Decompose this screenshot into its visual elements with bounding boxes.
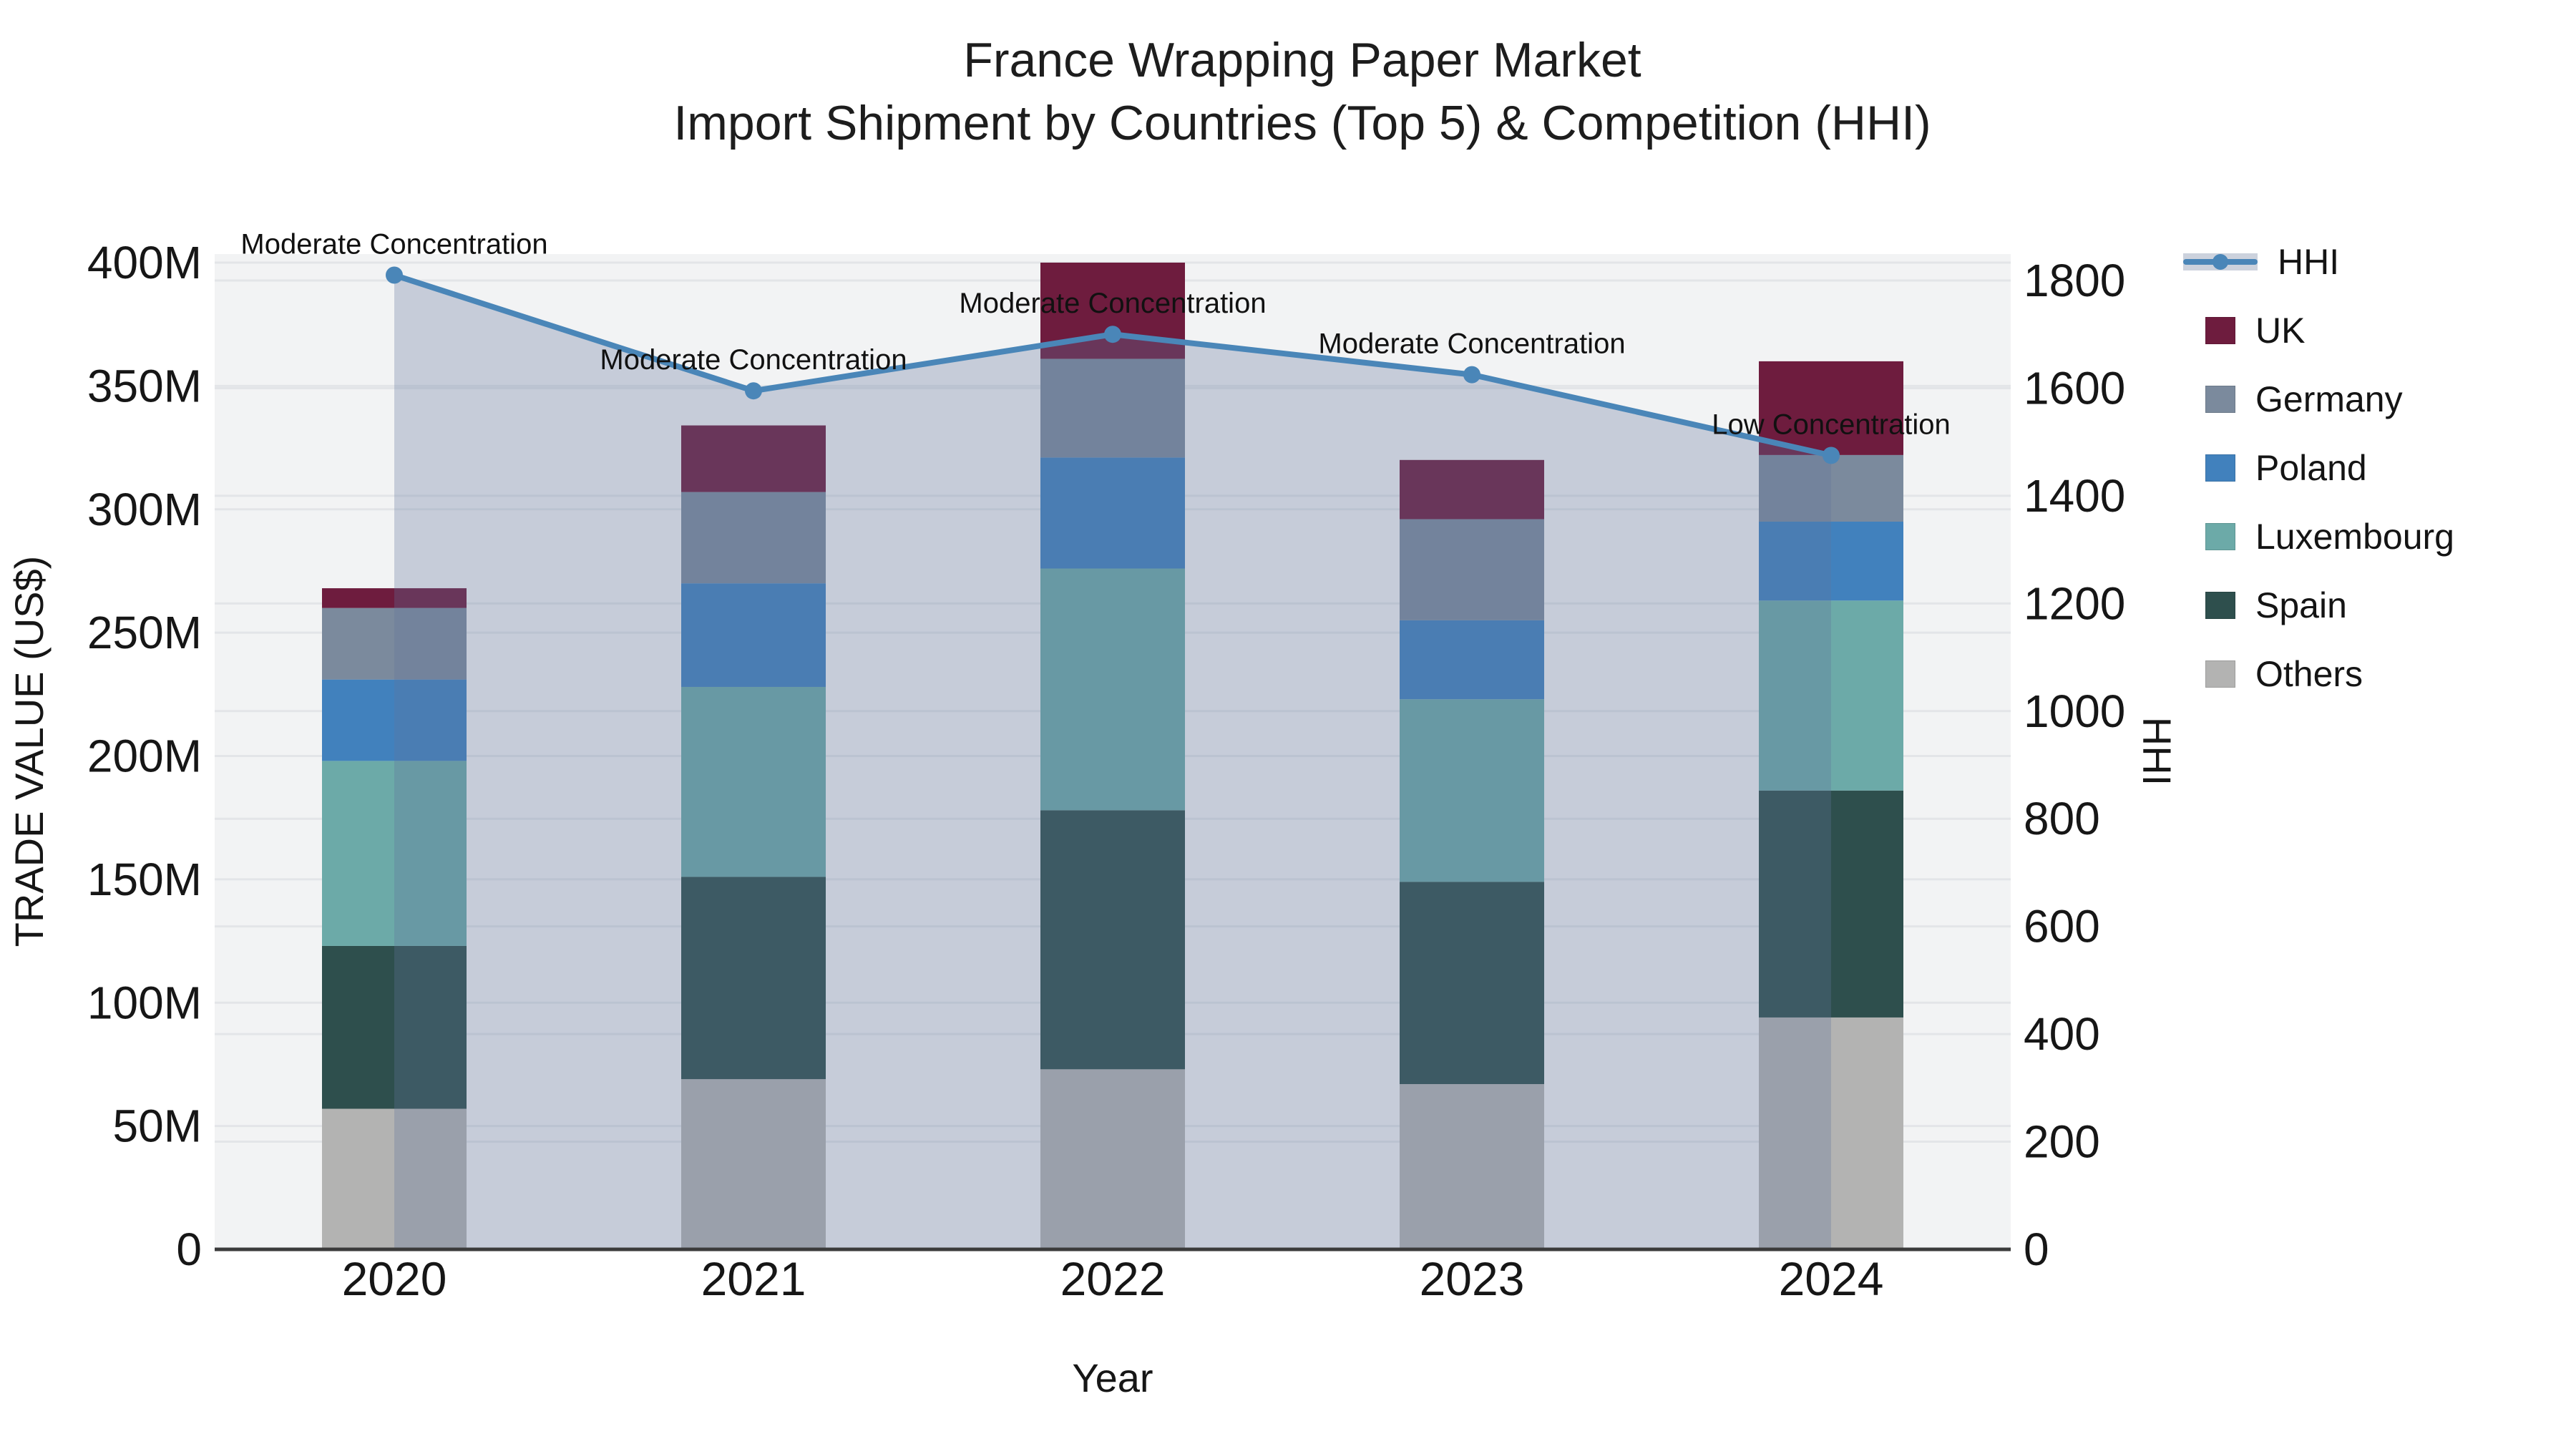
y-left-tick-0: 0: [176, 1224, 202, 1275]
bar-segment-germany-2022: [1040, 358, 1185, 458]
bar-segment-germany-2021: [681, 492, 826, 584]
legend-item-spain[interactable]: Spain: [2205, 571, 2454, 640]
bar-segment-poland-2021: [681, 583, 826, 687]
annotation-2020: Moderate Concentration: [240, 228, 547, 260]
chart-subtitle: Import Shipment by Countries (Top 5) & C…: [673, 96, 1931, 150]
hhi-marker-2020: [386, 266, 403, 284]
legend-label: Others: [2255, 654, 2363, 694]
y-left-tick-300M: 300M: [87, 484, 202, 535]
bar-segment-uk-2024: [1759, 361, 1903, 455]
bar-segment-spain-2022: [1040, 810, 1185, 1070]
y-left-tick-50M: 50M: [113, 1101, 203, 1152]
bar-segment-spain-2024: [1759, 790, 1903, 1018]
bar-segment-spain-2023: [1400, 882, 1544, 1085]
hhi-marker-2022: [1104, 326, 1121, 343]
legend-swatch-icon: [2205, 592, 2235, 619]
y-left-tick-400M: 400M: [87, 237, 202, 288]
y-right-tick-400: 400: [2024, 1008, 2100, 1060]
y-right-tick-800: 800: [2024, 793, 2100, 844]
bar-segment-others-2023: [1400, 1084, 1544, 1249]
y-left-tick-100M: 100M: [87, 977, 202, 1028]
legend-swatch-icon: [2205, 454, 2235, 482]
x-tick-2022: 2022: [1060, 1252, 1166, 1305]
chart-legend: HHI UK Germany Poland Luxembourg Spain Others: [2183, 228, 2454, 708]
bar-segment-spain-2021: [681, 877, 826, 1080]
bar-segment-luxembourg-2022: [1040, 568, 1185, 811]
bar-segment-uk-2020: [322, 588, 467, 608]
y-right-tick-600: 600: [2024, 901, 2100, 952]
legend-item-others[interactable]: Others: [2205, 640, 2454, 708]
x-tick-2023: 2023: [1420, 1252, 1525, 1305]
hhi-line-icon: [2183, 248, 2258, 275]
bar-segment-others-2022: [1040, 1069, 1185, 1249]
legend-label: UK: [2255, 311, 2306, 351]
annotation-2022: Moderate Concentration: [959, 288, 1266, 319]
bar-segment-uk-2021: [681, 425, 826, 492]
legend-item-hhi[interactable]: HHI: [2183, 228, 2454, 296]
bar-segment-others-2024: [1759, 1017, 1903, 1249]
legend-label: Poland: [2255, 448, 2367, 488]
bar-segment-luxembourg-2023: [1400, 699, 1544, 882]
annotation-2024: Low Concentration: [1712, 409, 1951, 440]
y-right-tick-1200: 1200: [2024, 577, 2125, 629]
y-left-tick-350M: 350M: [87, 360, 202, 411]
bar-segment-germany-2023: [1400, 519, 1544, 620]
hhi-marker-2021: [745, 382, 762, 400]
x-axis-title: Year: [1072, 1355, 1153, 1400]
x-tick-2021: 2021: [701, 1252, 806, 1305]
bar-segment-spain-2020: [322, 945, 467, 1109]
bar-segment-poland-2022: [1040, 457, 1185, 569]
legend-swatch-icon: [2205, 660, 2235, 688]
bar-segment-germany-2024: [1759, 454, 1903, 522]
y-left-tick-200M: 200M: [87, 731, 202, 782]
legend-swatch-icon: [2205, 523, 2235, 550]
legend-swatch-icon: [2205, 386, 2235, 413]
annotation-2021: Moderate Concentration: [600, 344, 907, 376]
legend-item-luxembourg[interactable]: Luxembourg: [2205, 502, 2454, 571]
y-right-tick-1600: 1600: [2024, 362, 2125, 414]
annotation-2023: Moderate Concentration: [1318, 328, 1625, 360]
y-right-tick-0: 0: [2024, 1224, 2049, 1275]
hhi-marker-2023: [1463, 366, 1480, 384]
y-left-tick-250M: 250M: [87, 607, 202, 658]
legend-item-germany[interactable]: Germany: [2205, 365, 2454, 434]
y-right-tick-200: 200: [2024, 1116, 2100, 1168]
bar-segment-others-2020: [322, 1108, 467, 1249]
chart-title: France Wrapping Paper Market: [963, 33, 1641, 87]
legend-label-hhi: HHI: [2278, 242, 2340, 282]
legend-label: Spain: [2255, 585, 2347, 625]
y-right-tick-1400: 1400: [2024, 470, 2125, 522]
y-right-tick-1000: 1000: [2024, 686, 2125, 737]
bar-segment-luxembourg-2024: [1759, 600, 1903, 791]
legend-swatch-icon: [2205, 317, 2235, 344]
legend-label: Germany: [2255, 379, 2403, 419]
y-right-tick-1800: 1800: [2024, 255, 2125, 306]
bar-segment-poland-2020: [322, 679, 467, 761]
bar-segment-poland-2023: [1400, 620, 1544, 700]
y-right-axis-title: HHI: [2135, 717, 2180, 786]
x-tick-2020: 2020: [342, 1252, 447, 1305]
chart-title-block: France Wrapping Paper Market Import Ship…: [0, 29, 2576, 155]
bar-segment-uk-2023: [1400, 459, 1544, 519]
bar-segment-luxembourg-2021: [681, 686, 826, 877]
legend-item-poland[interactable]: Poland: [2205, 434, 2454, 502]
x-tick-2024: 2024: [1779, 1252, 1884, 1305]
hhi-area-fill: [394, 275, 1831, 1249]
y-left-axis-title: TRADE VALUE (US$): [6, 556, 52, 947]
legend-item-uk[interactable]: UK: [2205, 296, 2454, 365]
bar-segment-luxembourg-2020: [322, 761, 467, 946]
bar-segment-others-2021: [681, 1079, 826, 1249]
y-left-tick-150M: 150M: [87, 854, 202, 905]
hhi-marker-2024: [1823, 447, 1840, 464]
legend-label: Luxembourg: [2255, 517, 2454, 557]
bar-segment-poland-2024: [1759, 521, 1903, 601]
bar-segment-germany-2020: [322, 608, 467, 680]
